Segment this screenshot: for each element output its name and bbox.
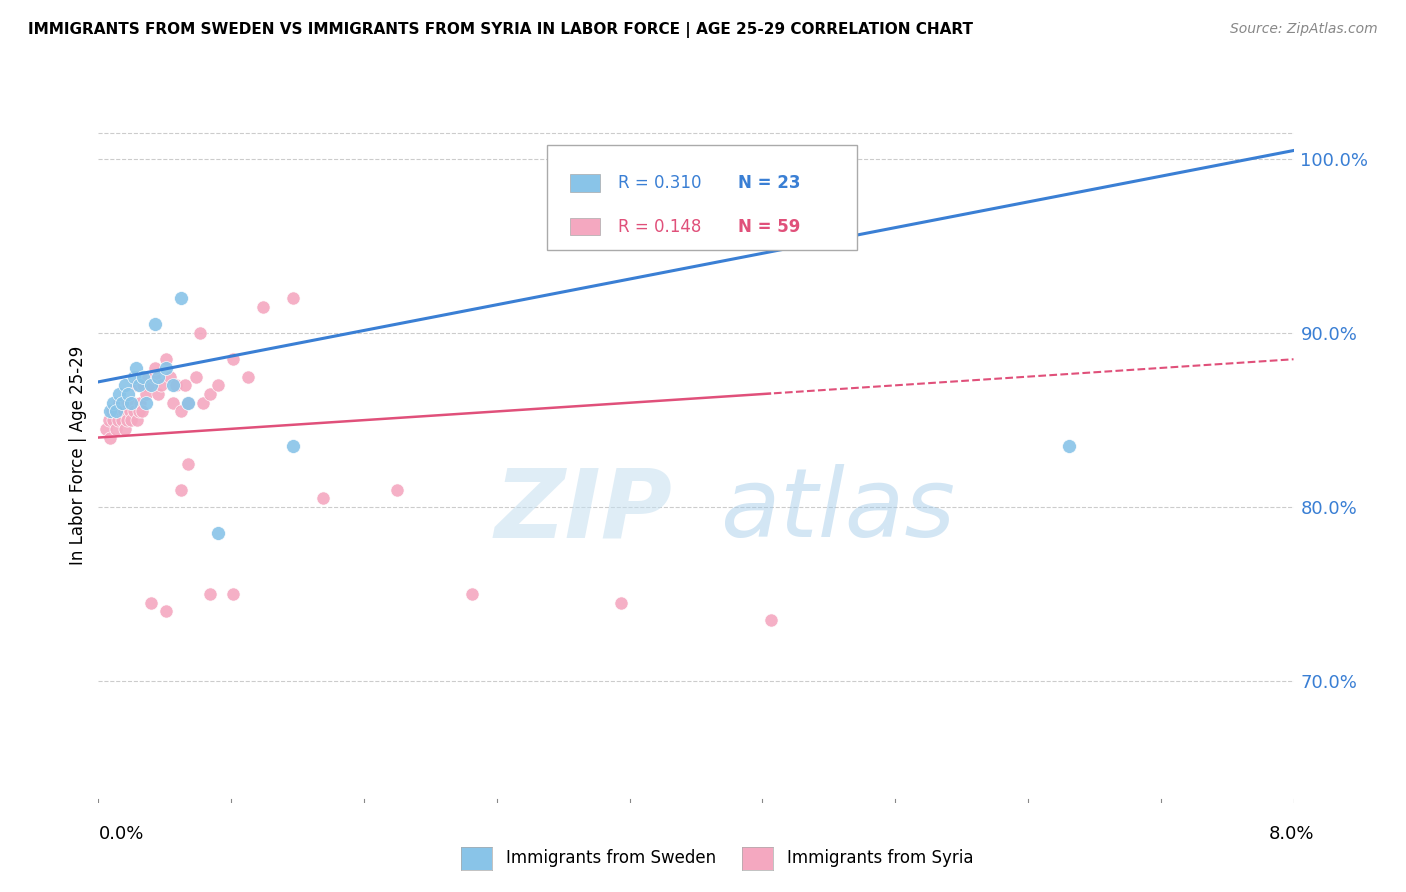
Point [131, 404, 153, 418]
Point [207, 378, 229, 392]
Point [135, 395, 157, 409]
Point [143, 318, 166, 332]
Point [115, 413, 138, 427]
Text: ZIP: ZIP [494, 464, 672, 558]
Point [159, 369, 181, 384]
Point [162, 378, 184, 392]
Y-axis label: In Labor Force | Age 25-29: In Labor Force | Age 25-29 [69, 345, 87, 565]
Point [155, 360, 177, 375]
Point [200, 387, 222, 401]
Text: 0.0%: 0.0% [98, 825, 143, 843]
Point [108, 395, 131, 409]
Point [111, 413, 134, 427]
Point [200, 587, 222, 601]
Point [169, 483, 191, 497]
Point [281, 291, 304, 305]
Point [125, 378, 148, 392]
Point [143, 360, 166, 375]
Text: N = 23: N = 23 [738, 174, 800, 192]
Point [101, 404, 124, 418]
Point [162, 395, 184, 409]
Point [132, 378, 155, 392]
Point [97, 413, 120, 427]
Point [108, 387, 131, 401]
Point [105, 422, 128, 436]
Point [139, 378, 162, 392]
Point [184, 369, 207, 384]
Point [136, 369, 159, 384]
Point [177, 457, 200, 471]
Point [148, 369, 170, 384]
Point [165, 378, 187, 392]
Point [132, 369, 155, 384]
Point [174, 378, 197, 392]
Point [98, 430, 122, 444]
Point [142, 369, 165, 384]
Point [129, 395, 152, 409]
Point [124, 369, 146, 384]
Point [150, 378, 173, 392]
FancyBboxPatch shape [547, 145, 858, 250]
Point [127, 413, 149, 427]
Point [1059, 439, 1081, 453]
Point [177, 395, 200, 409]
Point [191, 395, 214, 409]
Point [759, 613, 782, 627]
Point [128, 404, 150, 418]
Point [610, 596, 633, 610]
Text: 8.0%: 8.0% [1270, 825, 1315, 843]
Point [169, 291, 191, 305]
Point [121, 395, 143, 409]
Point [117, 387, 139, 401]
Point [128, 378, 150, 392]
Point [114, 378, 136, 392]
Point [117, 395, 139, 409]
Point [107, 413, 129, 427]
Point [110, 404, 132, 418]
Point [94, 422, 117, 436]
Text: R = 0.310: R = 0.310 [619, 174, 702, 192]
Text: R = 0.148: R = 0.148 [619, 218, 702, 235]
Point [148, 387, 170, 401]
Point [118, 404, 141, 418]
Point [135, 387, 157, 401]
Text: IMMIGRANTS FROM SWEDEN VS IMMIGRANTS FROM SYRIA IN LABOR FORCE | AGE 25-29 CORRE: IMMIGRANTS FROM SWEDEN VS IMMIGRANTS FRO… [28, 22, 973, 38]
Point [385, 483, 409, 497]
Point [236, 369, 259, 384]
Text: atlas: atlas [720, 464, 955, 558]
Point [104, 404, 127, 418]
Bar [571, 174, 600, 192]
Point [461, 587, 484, 601]
Text: Immigrants from Sweden: Immigrants from Sweden [506, 849, 716, 867]
Point [103, 395, 125, 409]
Point [124, 404, 146, 418]
Point [188, 326, 211, 340]
Point [120, 395, 142, 409]
Point [139, 378, 162, 392]
Text: Source: ZipAtlas.com: Source: ZipAtlas.com [1230, 22, 1378, 37]
Point [169, 404, 191, 418]
Point [98, 404, 122, 418]
Text: N = 59: N = 59 [738, 218, 800, 235]
Point [125, 360, 148, 375]
Text: Immigrants from Syria: Immigrants from Syria [787, 849, 974, 867]
Point [139, 596, 162, 610]
Point [222, 352, 245, 367]
Point [177, 395, 200, 409]
Point [105, 404, 128, 418]
Point [112, 404, 135, 418]
Point [222, 587, 245, 601]
Bar [571, 218, 600, 235]
Point [252, 300, 274, 314]
Point [155, 352, 177, 367]
Point [114, 422, 136, 436]
Point [311, 491, 333, 506]
Point [103, 413, 125, 427]
Point [281, 439, 304, 453]
Point [155, 604, 177, 618]
Point [111, 395, 134, 409]
Point [120, 413, 142, 427]
Point [207, 526, 229, 541]
